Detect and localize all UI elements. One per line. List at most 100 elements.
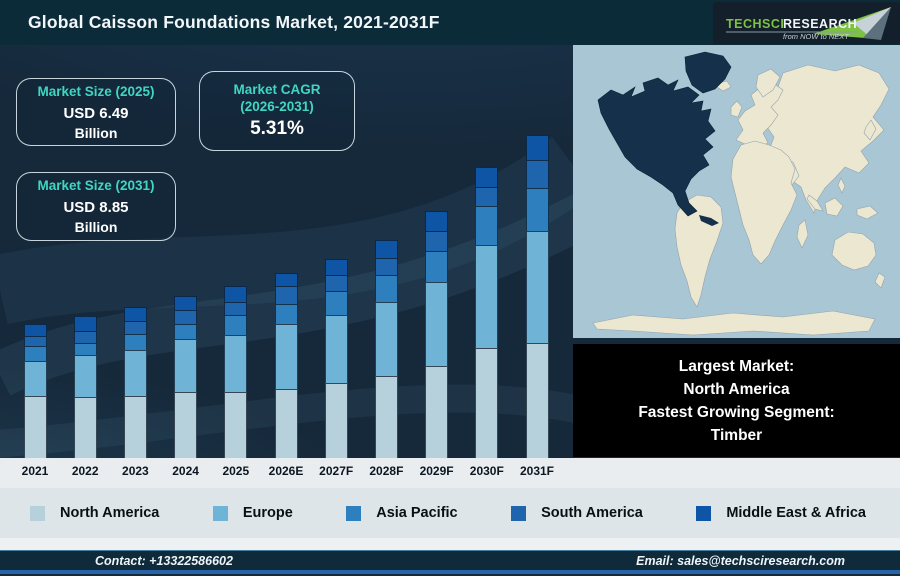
bar-2022[interactable] [73,316,97,458]
bar-2025[interactable] [224,286,248,458]
bar-segment-middle-east-africa [525,135,549,160]
bar-segment-south-america [374,258,398,275]
bar-segment-europe [274,324,298,389]
bar-segment-middle-east-africa [475,167,499,187]
bar-segment-europe [23,361,47,396]
bar-segment-asia-pacific [525,188,549,231]
bar-segment-europe [525,231,549,343]
header-bar: Global Caisson Foundations Market, 2021-… [0,0,900,45]
bar-segment-asia-pacific [73,343,97,355]
legend-item-south-america: South America [511,505,643,521]
bar-segment-south-america [425,231,449,251]
bar-segment-north-america [425,366,449,458]
bar-segment-north-america [324,383,348,458]
x-axis-label-2028F: 2028F [369,464,404,478]
bar-segment-south-america [525,160,549,188]
bar-2030F[interactable] [475,167,499,458]
bar-segment-middle-east-africa [425,211,449,231]
continent-australia [831,231,877,271]
greenland-highlight [684,51,732,94]
bar-segment-europe [475,245,499,348]
card-market-size-2031: Market Size (2031) USD 8.85 Billion [16,172,176,241]
card-title-line2: (2026-2031) [240,99,314,114]
continent-antarctica [592,310,876,336]
logo-tagline: from NOW to NEXT [783,32,850,41]
legend-item-north-america: North America [30,505,159,521]
logo-arrow-shade-icon [853,7,891,36]
bar-segment-europe [324,315,348,383]
footer-email: Email: sales@techsciresearch.com [636,553,845,568]
bar-segment-europe [425,282,449,366]
legend-swatch-icon [696,505,712,521]
bar-2027F[interactable] [324,259,348,458]
legend-label: South America [541,505,643,521]
bar-segment-south-america [23,336,47,346]
bar-2021[interactable] [23,324,47,458]
x-axis-labels: 2021 2022 2023 2024 2025 2026E 2027F 2028F 2029F… [0,458,900,488]
bar-segment-middle-east-africa [324,259,348,275]
legend-item-middle-east-africa: Middle East & Africa [696,505,866,521]
card-title-line1: Market CAGR [233,82,321,97]
bar-segment-north-america [475,348,499,458]
bar-segment-north-america [274,389,298,458]
x-axis-label-2025: 2025 [222,464,250,478]
card-unit: Billion [74,219,118,235]
continent-north-america-highlight [597,77,716,217]
legend-swatch-icon [346,505,362,521]
bar-segment-middle-east-africa [23,324,47,336]
largest-market-label: Largest Market: [678,357,795,375]
bar-segment-north-america [123,396,147,458]
legend-label: North America [60,505,160,521]
largest-market-value: North America [683,380,790,398]
techsci-logo-graphic: TECHSCI RESEARCH from NOW to NEXT [726,7,891,41]
card-unit: Billion [74,124,118,141]
card-market-cagr: Market CAGR (2026-2031) 5.31% [199,71,355,151]
continent-africa [730,140,798,265]
continent-europe [735,82,784,149]
key-facts-box: Largest Market: North America Fastest Gr… [573,344,900,457]
bar-2029F[interactable] [425,211,449,458]
x-axis-label-2026E: 2026E [268,464,304,478]
bar-segment-north-america [174,392,198,458]
x-axis-label-2021: 2021 [21,464,49,478]
legend-label: Middle East & Africa [726,505,866,521]
legend-swatch-icon [511,505,527,521]
bar-2028F[interactable] [374,240,398,458]
legend-item-europe: Europe [212,505,293,521]
madagascar [796,219,809,249]
bar-2031F[interactable] [525,135,549,458]
borneo [824,197,844,217]
bar-segment-asia-pacific [324,291,348,315]
bar-segment-europe [374,302,398,376]
bar-2026E[interactable] [274,273,298,458]
card-title: Market Size (2031) [37,178,155,193]
card-title: Market Size (2025) [37,83,155,99]
x-axis-label-2022: 2022 [71,464,99,478]
bar-segment-middle-east-africa [174,296,198,310]
bar-segment-north-america [73,397,97,458]
philippines [837,177,846,194]
bar-2024[interactable] [174,296,198,458]
fastest-segment-value: Timber [710,426,763,444]
card-value: USD 8.85 [63,199,129,216]
bar-2023[interactable] [123,307,147,458]
fastest-segment-label: Fastest Growing Segment: [638,403,835,421]
x-axis-label-2027F: 2027F [319,464,354,478]
scandinavia [755,68,781,98]
main-canvas: Market Size (2025) USD 6.49 Billion Mark… [0,45,900,458]
legend-label: Europe [242,505,293,521]
bar-segment-south-america [274,286,298,304]
x-axis-label-2031F: 2031F [519,464,555,478]
bar-segment-asia-pacific [374,275,398,302]
bar-segment-asia-pacific [425,251,449,282]
japan [863,119,877,141]
card-value: 5.31% [250,118,304,139]
x-axis-label-2023: 2023 [122,464,149,478]
footer-contact: Contact: +13322586602 [95,553,233,568]
legend-label: Asia Pacific [376,505,458,521]
world-map [573,45,900,338]
page-title: Global Caisson Foundations Market, 2021-… [28,12,440,32]
bar-segment-north-america [23,396,47,458]
bar-segment-middle-east-africa [224,286,248,302]
